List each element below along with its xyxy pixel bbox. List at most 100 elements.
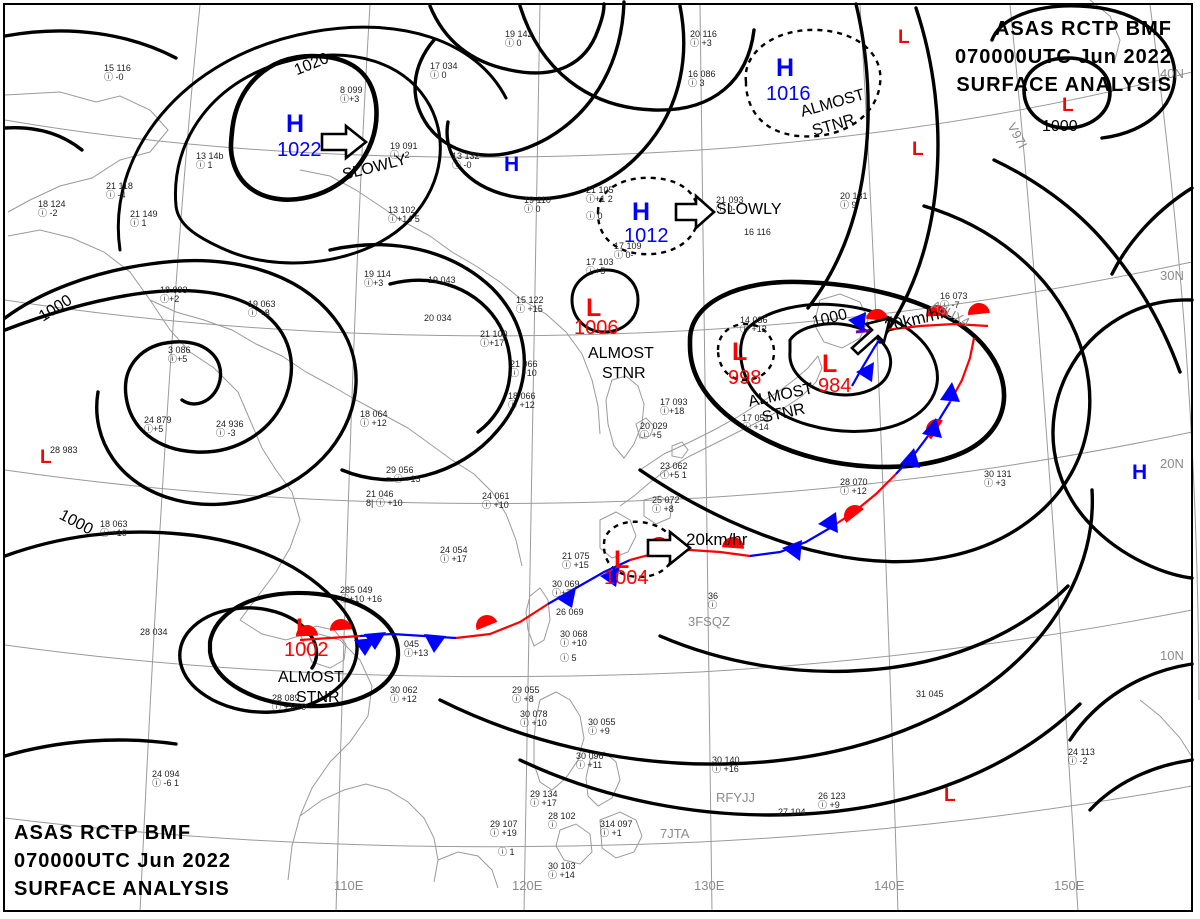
station-plot-bottom: ⓘ +5 [640,430,662,441]
station-plot-bottom: ⓘ +12 [390,694,417,705]
station-plot: 24 094 ⓘ -6 1 [152,769,180,789]
station-plot-top: 314 097 [600,819,633,829]
station-plot: 13 102 ⓘ+14 5 [388,205,420,225]
station-plot: 20 131 ⓘ 9 [840,191,868,211]
station-plot-bottom: ⓘ -6 1 [152,778,180,789]
station-plot-top: 13 102 [388,205,416,215]
station-plot-top: 20 116 [690,29,717,39]
station-plot: 18 093 ⓘ+2 [160,285,188,305]
station-plot-bottom: ⓘ+3 [364,278,384,289]
station-plot: 30 096 ⓘ +11 [576,751,604,771]
station-plot-top: 18 093 [160,285,188,295]
station-plot-top: ⓘ 1 [498,847,515,857]
station-plot-top: 19 063 [248,299,276,309]
station-plot-bottom: ⓘ 0 [430,70,447,81]
station-plot: 28 034 [140,627,168,637]
station-plot-top: 3 086 [168,345,191,355]
low-value-1002: 1002 [284,639,329,661]
station-plot: 29 056 = ⓘ +15 [386,465,421,485]
station-plot: 25 072 ⓘ +8 [652,495,680,515]
station-plot: 24 054 ⓘ +17 [440,545,468,565]
station-plot: 30 069 ⓘ+7 [552,579,580,599]
header-line-1: ASAS RCTP BMF [994,18,1172,40]
lat-label-40n: 40N [1160,66,1184,81]
station-plot: 18 063 ⓘ +10 [100,519,128,539]
station-plot-top: 16 086 [688,69,716,79]
station-plot-top: 30 131 [984,469,1012,479]
footer-line-3: SURFACE ANALYSIS [14,878,230,900]
station-plot-bottom: ⓘ +19 [490,828,517,839]
station-plot: 26 069 [556,607,584,617]
station-plot-top: 20 034 [424,313,452,323]
station-plot-top: 15 122 [516,295,544,305]
motion-label-1002-a: ALMOST [278,669,344,686]
station-plot-top: 17 103 [586,257,614,267]
station-plot-bottom: ⓘ +3 [984,478,1006,489]
station-plot-top: 19 043 [428,275,456,285]
station-plot-top: 19 114 [364,269,391,279]
station-plot-bottom: ⓘ -0 [452,160,472,171]
station-plot: 18 064 ⓘ +12 [360,409,388,429]
station-plot-top: 21 149 [130,209,158,219]
station-plot: 8 099 ⓘ+3 [340,85,363,105]
station-plot-top: 21 093 [716,195,744,205]
low-symbol-984: L [822,350,838,378]
station-plot-bottom: ⓘ +10 [560,638,587,649]
station-plot-bottom: ⓘ [548,820,558,831]
station-plot-bottom: ⓘ 0- [716,204,736,215]
station-plot-top: 23 062 [660,461,688,471]
station-plot-top: 17 034 [430,61,458,71]
station-plot-bottom: ⓘ +8 [248,308,270,319]
station-plot-bottom: ⓘ+18 [660,406,685,417]
station-plot: 19 110 ⓘ 0 [524,195,551,215]
station-plot: 20 029 ⓘ +5 [640,421,668,441]
station-plot-bottom: ⓘ +16 0 [272,702,307,713]
station-plot-bottom: ⓘ -2 [38,208,58,219]
station-plot-top: 30 078 [520,709,548,719]
low-symbol-1002: L [296,614,312,642]
station-plot-bottom: ⓘ 1 [130,218,147,229]
station-plot: 36 ⓘ [708,591,719,611]
station-plot: 314 097 ⓘ +1 [600,819,633,839]
station-plot-top: 36 [708,591,719,601]
lat-label-30n: 30N [1160,268,1184,283]
high-symbol-1012: H [632,198,651,226]
station-plot-top: 13 14b [196,151,224,161]
lat-label-10n: 10N [1160,648,1184,663]
station-plot: 15 116 ⓘ -0 [104,63,131,83]
station-plot-bottom: ⓘ -2 [390,150,410,161]
station-plot-top: ⓘ 5 [560,653,577,663]
high-symbol-1016: H [776,54,795,82]
trough-low-marker-2: L [912,139,924,160]
station-plot-top: 26 123 [818,791,846,801]
low-symbol-1006: L [586,294,602,322]
station-plot-top: 16 116 [744,227,771,237]
station-plot: 28 102 ⓘ [548,811,576,831]
station-plot: 18 124 ⓘ -2 [38,199,66,219]
station-plot-top: 15 116 [104,63,131,73]
station-plot-bottom: ⓘ -4 [106,190,126,201]
station-plot: 28 983 [50,445,78,455]
station-plot: 15 122 ⓘ +15 [516,295,544,315]
station-plot-top: 26 069 [556,607,584,617]
station-plot: 21 066 ⓘ +10 [510,359,538,379]
station-plot-bottom: ⓘ [708,600,718,611]
station-plot: 13 14b ⓘ 1 [196,151,224,171]
header-line-2: 070000UTC Jun 2022 [954,46,1172,68]
station-plot: 30 140 ⓘ +16 [712,755,740,775]
station-plot-bottom: ⓘ +10 [482,500,509,511]
station-plot-bottom: ⓘ +17 [440,554,467,565]
station-plot: 17 034 ⓘ 0 [430,61,458,81]
station-plot: 24 061 ⓘ +10 [482,491,510,511]
station-plot-bottom: ⓘ 1 [196,160,213,171]
station-plot: 30 068 ⓘ +10 [560,629,588,649]
station-plot: 21 118 ⓘ -4 [106,181,133,201]
station-plot-bottom: ⓘ 3 [688,78,705,89]
station-plot: 30 103 ⓘ +14 [548,861,576,881]
station-plot-bottom: ⓘ -3 [216,428,236,439]
station-plot: 24 113 ⓘ -2 [1068,747,1095,767]
footer-line-1: ASAS RCTP BMF [14,822,192,844]
station-plot-top: 16 073 [940,291,968,301]
